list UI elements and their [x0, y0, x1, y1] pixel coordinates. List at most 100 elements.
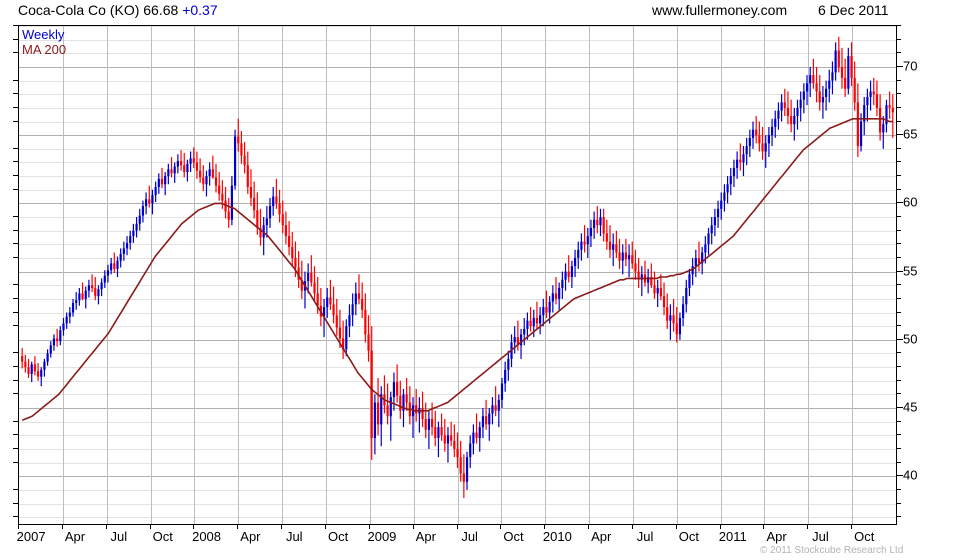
y-axis-left-tick	[13, 161, 18, 162]
y-axis-minor-tick	[897, 148, 901, 149]
plot-area[interactable]	[18, 25, 897, 525]
x-axis-tick	[369, 525, 370, 529]
x-axis-label: 2010	[542, 529, 572, 544]
y-axis-minor-tick	[897, 25, 901, 26]
y-axis-minor-tick	[897, 421, 901, 422]
y-axis-minor-tick	[897, 161, 901, 162]
x-axis-tick	[720, 525, 721, 529]
x-axis-tick	[851, 525, 852, 529]
legend-item-weekly: Weekly	[22, 27, 65, 42]
y-axis-minor-tick	[897, 380, 901, 381]
chart-header: Coca-Cola Co (KO) 66.68 +0.37 www.fuller…	[0, 0, 980, 22]
instrument-title-text: Coca-Cola Co (KO) 66.68	[18, 2, 179, 18]
y-axis-minor-tick	[897, 39, 901, 40]
y-axis-left-tick	[13, 52, 18, 53]
y-axis-minor-tick	[897, 434, 901, 435]
y-axis-tick	[897, 475, 903, 476]
y-axis-left-tick	[13, 503, 18, 504]
y-axis-tick	[897, 339, 903, 340]
y-axis-tick	[897, 134, 903, 135]
x-axis-tick	[588, 525, 589, 529]
x-axis-label: Jul	[285, 529, 303, 544]
ma200-line	[21, 118, 893, 422]
y-axis-minor-tick	[897, 189, 901, 190]
website-label: www.fullermoney.com	[652, 2, 788, 18]
y-axis-tick	[897, 407, 903, 408]
y-axis-tick	[897, 66, 903, 67]
x-axis-tick	[544, 525, 545, 529]
x-axis-label: Oct	[503, 529, 524, 544]
x-axis-tick	[632, 525, 633, 529]
y-axis-minor-tick	[897, 393, 901, 394]
y-axis-minor-tick	[897, 216, 901, 217]
y-axis-left-tick	[13, 352, 18, 353]
gridlines	[19, 26, 896, 524]
x-axis-tick	[676, 525, 677, 529]
x-axis-tick	[62, 525, 63, 529]
y-axis-minor-tick	[897, 298, 901, 299]
x-axis-tick	[325, 525, 326, 529]
instrument-title: Coca-Cola Co (KO) 66.68 +0.37	[18, 2, 218, 18]
y-axis-minor-tick	[897, 107, 901, 108]
y-axis-minor-tick	[897, 462, 901, 463]
y-axis-left-tick	[13, 230, 18, 231]
x-axis-tick	[237, 525, 238, 529]
x-axis-tick	[281, 525, 282, 529]
x-axis-label: Oct	[678, 529, 700, 544]
y-axis-left-tick	[13, 393, 18, 394]
y-axis-left-tick	[13, 380, 18, 381]
x-axis-tick	[150, 525, 151, 529]
y-axis-left-tick	[13, 325, 18, 326]
y-axis-minor-tick	[897, 352, 901, 353]
y-axis-label: 45	[903, 399, 918, 415]
x-axis-tick	[763, 525, 764, 529]
y-axis-left-tick	[13, 175, 18, 176]
y-axis-minor-tick	[897, 257, 901, 258]
y-axis-minor-tick	[897, 80, 901, 81]
x-axis-label: Apr	[240, 529, 261, 544]
x-axis-tick	[193, 525, 194, 529]
y-axis-minor-tick	[897, 516, 901, 517]
x-axis-label: Oct	[152, 529, 173, 544]
y-axis-tick	[897, 271, 903, 272]
legend-item-ma200: MA 200	[22, 42, 67, 57]
y-axis-minor-tick	[897, 284, 901, 285]
y-axis-left-tick	[13, 243, 18, 244]
y-axis-left-tick	[13, 80, 18, 81]
x-axis-label: Apr	[415, 529, 436, 544]
price-change: +0.37	[182, 2, 218, 18]
x-axis-label: 2011	[718, 529, 747, 544]
x-axis-tick	[413, 525, 414, 529]
x-axis-tick	[457, 525, 458, 529]
y-axis-left-tick	[13, 39, 18, 40]
y-axis-label: 40	[903, 467, 918, 483]
y-axis-minor-tick	[897, 312, 901, 313]
y-axis-left-tick	[13, 121, 18, 122]
chart-legend: Weekly MA 200	[22, 27, 66, 57]
x-axis-label: Oct	[854, 529, 875, 544]
x-axis-label: Jul	[110, 529, 128, 544]
y-axis-minor-tick	[897, 366, 901, 367]
x-axis-label: Jul	[812, 529, 829, 544]
chart-date: 6 Dec 2011	[818, 2, 889, 18]
y-axis-minor-tick	[897, 325, 901, 326]
y-axis-minor-tick	[897, 52, 901, 53]
x-axis-label: 2009	[367, 529, 397, 544]
y-axis-minor-tick	[897, 448, 901, 449]
y-axis-tick	[897, 202, 903, 203]
x-axis-label: Oct	[327, 529, 349, 544]
x-axis-label: Apr	[64, 529, 86, 544]
y-axis-minor-tick	[897, 175, 901, 176]
price-chart-svg	[19, 26, 896, 524]
y-axis-left-tick	[13, 25, 18, 26]
copyright-notice: © 2011 Stockcube Research Ltd	[760, 545, 904, 556]
x-axis-tick	[500, 525, 501, 529]
x-axis-tick	[807, 525, 808, 529]
y-axis-minor-tick	[897, 230, 901, 231]
y-axis-left-tick	[13, 434, 18, 435]
y-axis-label: 60	[903, 194, 918, 210]
y-axis-left-tick	[13, 298, 18, 299]
y-axis-left-tick	[13, 421, 18, 422]
y-axis-left-tick	[13, 216, 18, 217]
y-axis-left-tick	[13, 312, 18, 313]
